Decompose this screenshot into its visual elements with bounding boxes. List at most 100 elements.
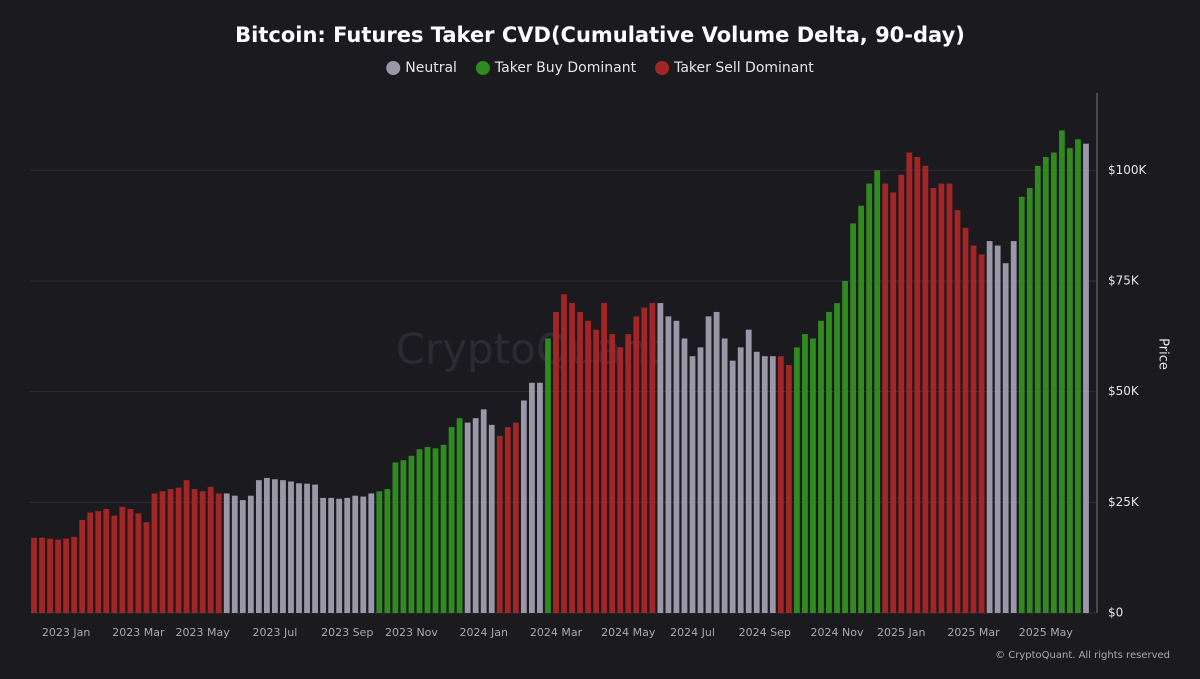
bar	[31, 537, 37, 613]
bar	[87, 512, 94, 613]
bar	[135, 513, 142, 613]
bar	[95, 511, 102, 613]
legend-item: Neutral	[386, 60, 457, 76]
bar	[601, 303, 608, 613]
bar	[143, 522, 150, 613]
bar	[866, 183, 873, 614]
bar	[617, 347, 624, 613]
bar	[970, 245, 977, 613]
bar	[745, 329, 752, 613]
bar	[464, 422, 471, 613]
bar	[946, 183, 953, 614]
bar	[424, 446, 431, 613]
bar	[930, 187, 937, 613]
bar	[320, 497, 326, 613]
bar	[545, 338, 551, 613]
bar	[280, 480, 286, 613]
bar	[328, 497, 335, 613]
bar	[569, 303, 575, 613]
bar	[440, 444, 447, 613]
bar	[191, 489, 198, 613]
bar	[247, 495, 254, 613]
bar	[794, 347, 800, 613]
footer: © CryptoQuant. All rights reserved	[995, 650, 1170, 661]
bar	[713, 311, 720, 613]
y-tick-label: $75K	[1108, 273, 1140, 287]
bar	[312, 484, 318, 613]
bar	[520, 400, 527, 613]
bar	[665, 316, 672, 613]
bar	[978, 254, 985, 613]
bar	[994, 245, 1001, 613]
bar	[215, 493, 222, 613]
bar	[689, 356, 696, 613]
legend-swatch	[475, 61, 490, 75]
x-tick-label: 2025 May	[1019, 626, 1074, 639]
bar	[609, 334, 616, 613]
watermark: CryptoQuant	[396, 325, 665, 374]
bar	[175, 487, 182, 613]
bar	[1002, 263, 1009, 613]
bar	[63, 538, 70, 613]
legend-label: Taker Sell Dominant	[673, 60, 814, 76]
bar	[938, 183, 945, 614]
x-tick-label: 2024 May	[601, 626, 656, 639]
x-tick-label: 2023 Nov	[385, 626, 438, 639]
bar	[472, 418, 479, 613]
x-tick-label: 2024 Mar	[530, 626, 583, 639]
legend-label: Neutral	[405, 60, 457, 76]
bar	[167, 489, 174, 613]
x-tick-label: 2024 Jan	[459, 626, 507, 639]
bar	[777, 356, 784, 613]
x-tick-label: 2024 Nov	[811, 626, 864, 639]
bar	[456, 418, 463, 613]
bar	[577, 311, 583, 613]
bar	[1067, 148, 1073, 613]
bar	[641, 307, 648, 613]
bar	[1042, 156, 1049, 613]
bar	[1075, 139, 1081, 613]
bar	[769, 356, 776, 613]
bar	[874, 170, 881, 613]
bar	[223, 493, 230, 613]
legend-label: Taker Buy Dominant	[494, 60, 637, 76]
bar	[416, 449, 423, 613]
bar	[858, 205, 865, 613]
bar	[207, 486, 214, 613]
bar	[159, 491, 166, 613]
y-tick-label: $25K	[1108, 495, 1140, 509]
bar	[1050, 152, 1057, 614]
bar	[496, 435, 503, 613]
y-tick-label: $0	[1108, 606, 1123, 620]
chart-title: Bitcoin: Futures Taker CVD(Cumulative Vo…	[235, 23, 965, 47]
bar	[914, 156, 921, 613]
bar	[537, 382, 543, 613]
x-tick-label: 2023 Sep	[321, 626, 373, 639]
bar	[593, 329, 600, 613]
legend-item: Taker Sell Dominant	[655, 60, 814, 76]
bar	[264, 477, 270, 613]
legend-item: Taker Buy Dominant	[475, 60, 637, 76]
bar	[625, 334, 632, 613]
bar	[1059, 130, 1065, 613]
bar	[842, 280, 848, 613]
bar	[272, 479, 278, 613]
bar	[882, 183, 889, 614]
bar	[360, 496, 367, 613]
bar	[962, 227, 969, 614]
bar	[384, 489, 391, 613]
bar	[392, 462, 399, 613]
x-tick-label: 2023 Jan	[42, 626, 90, 639]
bar	[480, 409, 487, 613]
bar	[890, 192, 897, 613]
legend-swatch	[655, 61, 670, 75]
bar	[1010, 241, 1017, 613]
y-tick-label: $50K	[1108, 384, 1140, 398]
bar	[529, 382, 535, 613]
bar	[239, 500, 246, 613]
bar	[898, 174, 905, 613]
bar	[705, 316, 712, 613]
bar	[103, 508, 110, 613]
